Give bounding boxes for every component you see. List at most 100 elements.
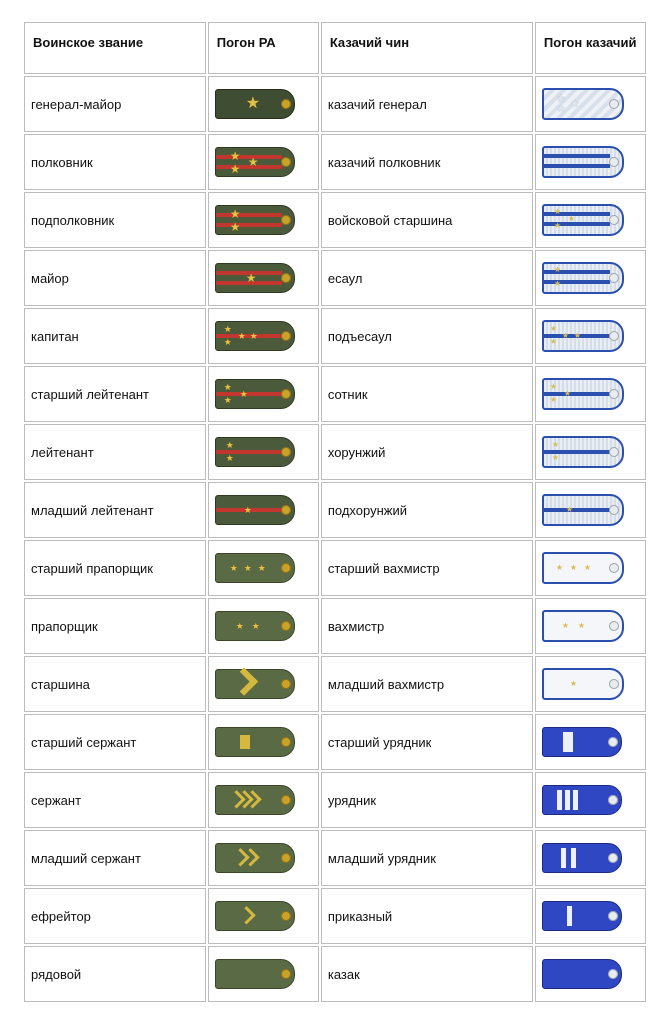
army-rank-label: сержант: [24, 772, 206, 828]
cossack-rank-label: хорунжий: [321, 424, 533, 480]
epaulet-cossack-prikazny-icon: [542, 901, 622, 931]
army-epaulet-cell: [208, 830, 319, 886]
cossack-epaulet-cell: ★ ★ ★: [535, 76, 646, 132]
epaulet-ra-praporshchik-icon: ★ ★: [215, 611, 295, 641]
cossack-rank-label: войсковой старшина: [321, 192, 533, 248]
epaulet-cossack-kazak-icon: [542, 959, 622, 989]
cossack-epaulet-cell: ★ ★ ★: [535, 192, 646, 248]
cossack-epaulet-cell: ★: [535, 656, 646, 712]
cossack-rank-label: сотник: [321, 366, 533, 422]
cossack-epaulet-cell: ★ ★ ★: [535, 540, 646, 596]
epaulet-ra-st-serzhant-icon: [215, 727, 295, 757]
army-epaulet-cell: ★: [208, 250, 319, 306]
army-epaulet-cell: ★ ★: [208, 424, 319, 480]
cossack-epaulet-cell: ★ ★: [535, 424, 646, 480]
army-epaulet-cell: ★ ★: [208, 192, 319, 248]
cossack-rank-label: младший урядник: [321, 830, 533, 886]
army-epaulet-cell: [208, 656, 319, 712]
table-row: капитан ★ ★ ★ ★ подъесаул ★ ★ ★ ★: [24, 308, 646, 364]
cossack-rank-label: старший вахмистр: [321, 540, 533, 596]
table-row: младший лейтенант ★ подхорунжий ★: [24, 482, 646, 538]
army-rank-label: подполковник: [24, 192, 206, 248]
epaulet-ra-ryadovoy-icon: [215, 959, 295, 989]
army-rank-label: старший прапорщик: [24, 540, 206, 596]
army-rank-label: рядовой: [24, 946, 206, 1002]
army-rank-label: старшина: [24, 656, 206, 712]
army-epaulet-cell: [208, 772, 319, 828]
table-row: младший сержант младший урядник: [24, 830, 646, 886]
cossack-epaulet-cell: [535, 888, 646, 944]
epaulet-cossack-khorunzhiy-icon: ★ ★: [542, 436, 624, 468]
table-row: старший сержант старший урядник: [24, 714, 646, 770]
epaulet-ra-ml-serzhant-icon: [215, 843, 295, 873]
cossack-rank-label: вахмистр: [321, 598, 533, 654]
table-row: майор ★ есаул ★ ★: [24, 250, 646, 306]
epaulet-ra-st-leytenant-icon: ★ ★ ★: [215, 379, 295, 409]
cossack-epaulet-cell: ★: [535, 482, 646, 538]
table-row: старший лейтенант ★ ★ ★ сотник ★ ★ ★: [24, 366, 646, 422]
cossack-rank-label: казачий генерал: [321, 76, 533, 132]
header-row: Воинское звание Погон РА Казачий чин Пог…: [24, 22, 646, 74]
epaulet-ra-st-praporshchik-icon: ★ ★ ★: [215, 553, 295, 583]
epaulet-cossack-voiskovoy-starshina-icon: ★ ★ ★: [542, 204, 624, 236]
army-epaulet-cell: [208, 946, 319, 1002]
cossack-rank-label: есаул: [321, 250, 533, 306]
army-rank-label: прапорщик: [24, 598, 206, 654]
epaulet-cossack-st-vakhmistr-icon: ★ ★ ★: [542, 552, 624, 584]
army-rank-label: ефрейтор: [24, 888, 206, 944]
table-row: полковник ★ ★ ★ казачий полковник: [24, 134, 646, 190]
epaulet-cossack-esaul-icon: ★ ★: [542, 262, 624, 294]
epaulet-cossack-ml-vakhmistr-icon: ★: [542, 668, 624, 700]
army-rank-label: старший сержант: [24, 714, 206, 770]
army-epaulet-cell: ★: [208, 482, 319, 538]
epaulet-ra-ml-leytenant-icon: ★: [215, 495, 295, 525]
ranks-comparison-page: Воинское звание Погон РА Казачий чин Пог…: [0, 0, 670, 1024]
army-rank-label: лейтенант: [24, 424, 206, 480]
epaulet-cossack-sotnik-icon: ★ ★ ★: [542, 378, 624, 410]
epaulet-cossack-uryadnik-icon: [542, 785, 622, 815]
epaulet-cossack-vakhmistr-icon: ★ ★: [542, 610, 624, 642]
cossack-rank-label: старший урядник: [321, 714, 533, 770]
cossack-rank-label: подъесаул: [321, 308, 533, 364]
cossack-epaulet-cell: ★ ★: [535, 250, 646, 306]
table-row: сержант урядник: [24, 772, 646, 828]
table-row: ефрейтор приказный: [24, 888, 646, 944]
epaulet-cossack-ml-uryadnik-icon: [542, 843, 622, 873]
table-row: генерал-майор ★ казачий генерал ★ ★ ★: [24, 76, 646, 132]
epaulet-ra-efreytor-icon: [215, 901, 295, 931]
epaulet-ra-polkovnik-icon: ★ ★ ★: [215, 147, 295, 177]
army-epaulet-cell: ★ ★: [208, 598, 319, 654]
cossack-epaulet-cell: [535, 772, 646, 828]
epaulet-cossack-podesaul-icon: ★ ★ ★ ★: [542, 320, 624, 352]
army-epaulet-cell: ★: [208, 76, 319, 132]
epaulet-ra-major-icon: ★: [215, 263, 295, 293]
cossack-epaulet-cell: [535, 830, 646, 886]
cossack-epaulet-cell: ★ ★ ★: [535, 366, 646, 422]
table-row: лейтенант ★ ★ хорунжий ★ ★: [24, 424, 646, 480]
table-row: рядовой казак: [24, 946, 646, 1002]
army-rank-label: генерал-майор: [24, 76, 206, 132]
army-rank-label: майор: [24, 250, 206, 306]
table-row: прапорщик ★ ★ вахмистр ★ ★: [24, 598, 646, 654]
cossack-rank-label: казачий полковник: [321, 134, 533, 190]
epaulet-cossack-st-uryadnik-icon: [542, 727, 622, 757]
army-rank-label: младший сержант: [24, 830, 206, 886]
cossack-epaulet-cell: ★ ★ ★ ★: [535, 308, 646, 364]
epaulet-ra-starshina-icon: [215, 669, 295, 699]
table-row: старший прапорщик ★ ★ ★ старший вахмистр…: [24, 540, 646, 596]
army-epaulet-cell: ★ ★ ★: [208, 134, 319, 190]
header-cossack-rank: Казачий чин: [321, 22, 533, 74]
cossack-rank-label: подхорунжий: [321, 482, 533, 538]
epaulet-cossack-general-icon: ★ ★ ★: [542, 88, 624, 120]
epaulet-ra-serzhant-icon: [215, 785, 295, 815]
cossack-rank-label: урядник: [321, 772, 533, 828]
army-epaulet-cell: ★ ★ ★: [208, 540, 319, 596]
army-rank-label: старший лейтенант: [24, 366, 206, 422]
army-rank-label: капитан: [24, 308, 206, 364]
cossack-rank-label: приказный: [321, 888, 533, 944]
ranks-table: Воинское звание Погон РА Казачий чин Пог…: [22, 20, 648, 1004]
army-epaulet-cell: ★ ★ ★: [208, 366, 319, 422]
cossack-rank-label: младший вахмистр: [321, 656, 533, 712]
army-epaulet-cell: ★ ★ ★ ★: [208, 308, 319, 364]
epaulet-ra-leytenant-icon: ★ ★: [215, 437, 295, 467]
